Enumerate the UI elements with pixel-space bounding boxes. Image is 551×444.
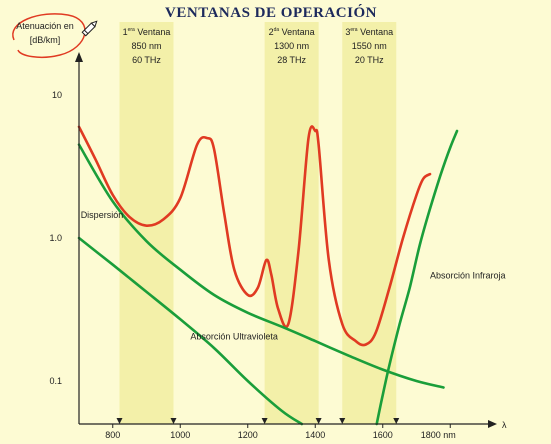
window-frequency-3: 20 THz — [355, 55, 384, 65]
window-wavelength-1: 850 nm — [131, 41, 161, 51]
window-title-2: 2da Ventana — [269, 27, 315, 37]
window-marker-4 — [315, 418, 322, 424]
series-ir-absorption — [375, 129, 459, 426]
y-tick-label-2: 1.0 — [49, 233, 62, 243]
x-axis-label: λ — [502, 420, 507, 430]
window-title-3: 3era Ventana — [345, 27, 393, 37]
window-title-1: 1era Ventana — [123, 27, 171, 37]
window-marker-3 — [261, 418, 268, 424]
annotation-ir-absorption: Absorción Infraroja — [430, 271, 506, 281]
pencil-icon — [81, 20, 98, 37]
y-axis-arrow — [75, 52, 83, 62]
x-tick-label-5: 1600 — [373, 430, 393, 440]
x-axis-arrow — [488, 420, 497, 428]
y-axis-label-line1: Atenuación en — [16, 21, 74, 31]
window-marker-1 — [116, 418, 123, 424]
y-tick-label-1: 10 — [52, 90, 62, 100]
annotation-dispersion: Dispersión — [81, 210, 124, 220]
x-tick-label-6: 1800 nm — [421, 430, 456, 440]
series-total-attenuation — [77, 125, 432, 347]
window-frequency-1: 60 THz — [132, 55, 161, 65]
series-dispersion — [77, 143, 445, 389]
window-marker-5 — [339, 418, 346, 424]
x-tick-label-3: 1200 — [238, 430, 258, 440]
window-frequency-2: 28 THz — [277, 55, 306, 65]
window-marker-6 — [393, 418, 400, 424]
window-wavelength-3: 1550 nm — [352, 41, 387, 51]
window-band-1 — [119, 22, 174, 424]
x-tick-label-2: 1000 — [170, 430, 190, 440]
window-marker-2 — [170, 418, 177, 424]
series-uv-absorption — [77, 236, 304, 426]
window-wavelength-2: 1300 nm — [274, 41, 309, 51]
window-band-2 — [264, 22, 319, 424]
chart-title: VENTANAS DE OPERACIÓN — [165, 4, 377, 21]
annotation-uv-absorption: Absorción Ultravioleta — [190, 331, 278, 341]
y-tick-label-3: 0.1 — [49, 376, 62, 386]
x-tick-label-4: 1400 — [305, 430, 325, 440]
x-tick-label-1: 800 — [105, 430, 120, 440]
y-axis-label-line2: [dB/km] — [30, 35, 61, 45]
